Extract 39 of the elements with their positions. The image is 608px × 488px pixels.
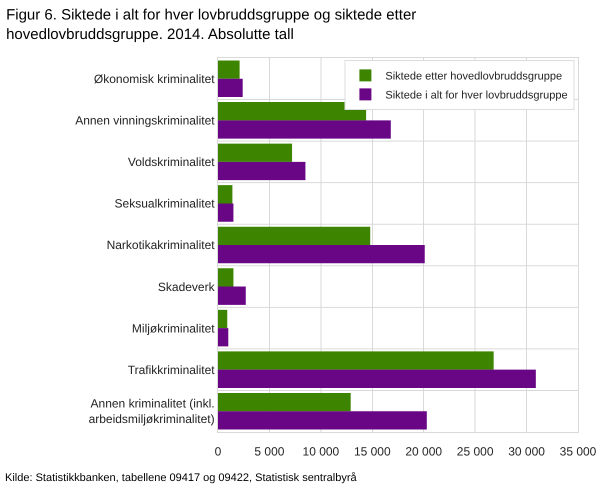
bar (218, 78, 243, 98)
y-tick-label: Annen kriminalitet (inkl. arbeidsmiljøkriminalitet) (88, 396, 215, 426)
bar (218, 411, 427, 430)
bar (218, 328, 228, 346)
bar (218, 226, 370, 245)
y-tick-label: Miljøkriminalitet (132, 321, 216, 336)
text: Kilde: Statistikkbanken, tabellene 09417 og 09422, Statistisk sentralbyrå (5, 472, 358, 484)
bar (218, 120, 391, 139)
bar (218, 144, 292, 162)
y-tick-label: Trafikkriminalitet (128, 362, 216, 377)
bar (218, 245, 425, 264)
bar (218, 392, 351, 412)
x-tick-label: 20 000 (405, 444, 442, 458)
bar (218, 60, 240, 79)
y-tick-label: Økonomisk kriminalitet (94, 72, 216, 86)
bar (218, 310, 228, 328)
legend-label: Siktede etter hovedlovbruddsgruppe (385, 70, 562, 83)
y-tick-label: Voldskriminalitet (128, 155, 216, 170)
x-tick-label: 15 000 (354, 444, 391, 458)
x-tick-label: 5 000 (254, 444, 285, 458)
x-tick-label: 25 000 (456, 444, 494, 458)
y-tick-label: Narkotikakriminalitet (106, 238, 216, 252)
legend-label: Siktede i alt for hver lovbruddsgruppe (385, 90, 568, 102)
bar (218, 203, 234, 222)
x-tick-label: 30 000 (508, 444, 546, 458)
x-tick-label: 10 000 (302, 444, 340, 458)
bar (218, 286, 246, 305)
x-tick-label: 0 (214, 444, 222, 458)
bar (218, 268, 234, 287)
y-tick-label: Seksualkriminalitet (114, 196, 216, 211)
y-tick-label: Annen vinningskriminalitet (75, 114, 216, 128)
x-tick-label: 35 000 (560, 444, 597, 458)
chart-title: Figur 6. Siktede i alt for hver lovbruddsgruppe og siktede etter hovedlovbruddsgruppe. 2014. Absolutte tall (6, 6, 416, 44)
bar (218, 102, 366, 120)
y-tick-label: Skadeverk (158, 280, 216, 294)
bar (218, 370, 536, 388)
bar (218, 185, 232, 204)
bar (218, 162, 306, 180)
bar (218, 351, 494, 370)
